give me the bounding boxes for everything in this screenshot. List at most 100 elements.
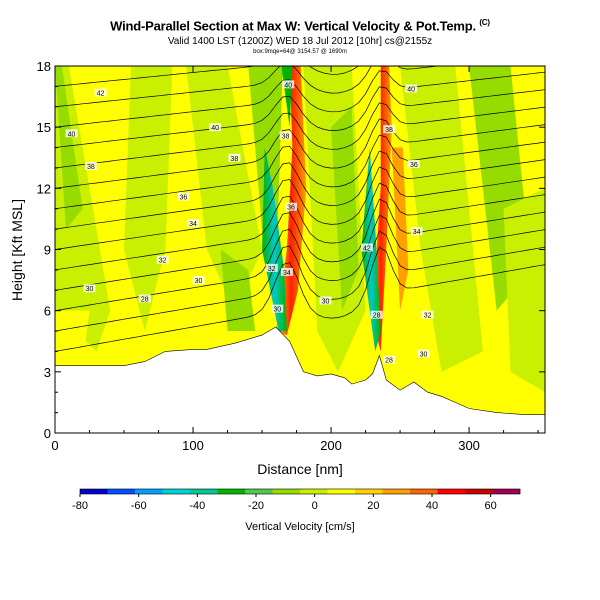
contour-label-text: 28 [141,296,149,303]
contour-label-bg [319,296,332,305]
contour-label-7: 32 [156,255,169,265]
contour-label-bg [280,267,293,276]
colorbar-segment [217,489,246,494]
theta-contour-12 [55,66,442,108]
velocity-band-10 [220,249,256,332]
contour-label-text: 38 [282,133,290,140]
contour-label-text: 40 [68,131,76,138]
contour-label-text: 38 [231,156,239,163]
colorbar-label: Vertical Velocity [cm/s] [245,521,355,533]
contour-label-bg [209,123,222,132]
theta-contour-5 [55,166,545,250]
colorbar-segment [190,489,218,494]
contour-label-bg [407,159,420,168]
contour-label-11: 40 [282,80,295,89]
contour-label-text: 38 [385,127,393,134]
contour-label-12: 38 [279,131,292,140]
y-tick-label: 9 [44,243,51,258]
contour-label-5: 36 [177,192,190,201]
terrain [54,326,546,434]
contour-label-24: 30 [417,349,430,358]
contour-label-bg [360,243,373,252]
contour-label-bg [192,276,205,285]
colorbar-tick-label: 20 [367,500,379,512]
contour-label-text: 30 [420,351,428,358]
contour-label-text: 40 [284,82,292,89]
contour-label-text: 42 [97,91,105,98]
contour-label-23: 32 [421,310,434,320]
updraft-core-west [275,66,307,336]
colorbar: -80 -60 -40 -20 0 20 40 60 [72,488,521,512]
contour-label-bg [94,88,107,97]
contour-label-26: 28 [383,355,396,365]
contour-label-text: 32 [424,313,432,320]
contour-label-bg [370,310,383,319]
colorbar-segment [135,489,163,494]
contour-label-text: 28 [373,313,381,320]
contour-label-bg [65,129,78,138]
contour-label-20: 40 [405,84,418,93]
velocity-band-6 [331,106,359,311]
velocity-band-11 [55,310,90,366]
contour-label-text: 30 [322,298,330,305]
x-axis-label: Distance [nm] [257,461,343,477]
theta-contour-9 [55,102,545,169]
theta-contour-14 [55,66,59,67]
colorbar-segment [355,489,383,494]
y-tick-label: 12 [37,181,51,196]
colorbar-segment [382,489,411,494]
contour-label-bg [421,310,434,319]
contour-label-1: 40 [65,129,78,138]
colorbar-segment [410,489,438,494]
contour-label-bg [417,349,430,358]
contour-label-text: 34 [189,221,197,228]
velocity-band-9 [503,188,545,393]
colorbar-tick-label: -60 [131,500,147,512]
contour-label-4: 38 [228,153,241,163]
potential-temperature-contours [55,66,545,352]
chart-subtitle: Valid 1400 LST (1200Z) WED 18 Jul 2012 [… [167,36,433,47]
contour-label-text: 40 [211,125,219,132]
contour-label-bg [383,355,396,364]
contour-label-text: 42 [363,245,371,252]
contour-label-text: 28 [385,358,393,365]
x-tick-label: 300 [458,438,480,453]
colorbar-segment [300,489,328,494]
theta-contour-7 [55,134,545,210]
theta-contour-3 [55,198,545,291]
contour-label-text: 36 [287,205,295,212]
contour-label-text: 30 [195,278,203,285]
contour-label-6: 34 [187,218,200,228]
velocity-band-3 [186,66,263,311]
x-axis: 0 100 200 300 [51,66,539,453]
colorbar-segment [162,489,191,494]
theta-contour-0 [55,246,545,352]
colorbar-segment [80,489,108,494]
colorbar-segment [465,489,493,494]
contour-label-bg [405,84,418,93]
velocity-band-7 [400,66,483,372]
downdraft-core-west [262,147,287,332]
contour-label-bg [282,80,295,89]
y-tick-label: 6 [44,304,51,319]
contour-label-bg [156,255,169,264]
contour-label-15: 32 [265,263,278,273]
contour-label-bg [138,294,151,303]
colorbar-tick-label: -20 [248,500,264,512]
contour-label-text: 32 [159,258,167,265]
contour-label-bg [410,227,423,236]
contour-label-bg [84,161,97,170]
colorbar-tick-label: -80 [72,500,88,512]
colorbar-segment [272,489,301,494]
x-tick-label: 200 [320,438,342,453]
contour-label-text: 30 [86,286,94,293]
title-mark: (C) [479,18,490,27]
contour-label-text: 32 [268,266,276,273]
contour-label-25: 28 [370,310,383,320]
contour-label-bg [279,131,292,140]
theta-contour-10 [55,86,545,148]
contour-label-bg [383,125,396,134]
y-tick-label: 3 [44,365,51,380]
colorbar-tick-label: 40 [426,500,438,512]
